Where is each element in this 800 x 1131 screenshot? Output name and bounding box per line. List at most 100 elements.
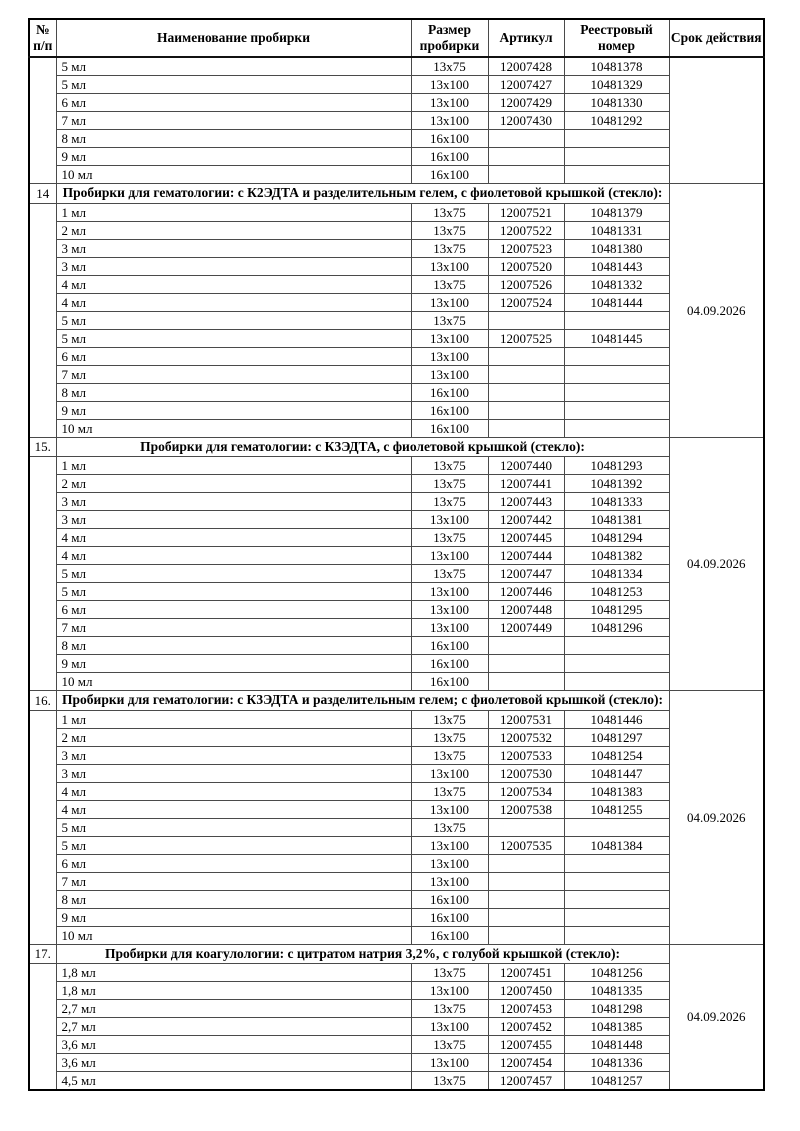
table-row: 6 мл 13x100 12007429 10481330 bbox=[29, 93, 764, 112]
validity-cell: 04.09.2026 bbox=[668, 943, 765, 1091]
article-cell bbox=[487, 853, 565, 873]
table-row: 2,7 мл 13x75 12007453 10481298 bbox=[29, 999, 764, 1018]
article-cell bbox=[487, 672, 565, 691]
table-row: 3,6 мл 13x100 12007454 10481336 bbox=[29, 1053, 764, 1072]
registry-number-cell: 10481335 bbox=[563, 981, 670, 1000]
table-row: 4 мл 13x75 12007445 10481294 bbox=[29, 528, 764, 547]
registry-number-cell: 10481295 bbox=[563, 600, 670, 619]
tube-name-cell: 2 мл bbox=[55, 220, 412, 240]
article-cell: 12007531 bbox=[487, 709, 565, 729]
registry-number-cell: 10481446 bbox=[563, 709, 670, 729]
tube-name-cell: 4 мл bbox=[55, 292, 412, 312]
tube-name-cell: 3 мл bbox=[55, 510, 412, 529]
registry-number-cell: 10481381 bbox=[563, 510, 670, 529]
tube-name-cell: 6 мл bbox=[55, 93, 412, 112]
tube-name-cell: 4,5 мл bbox=[55, 1071, 412, 1091]
tube-name-cell: 8 мл bbox=[55, 889, 412, 909]
validity-cell: 04.09.2026 bbox=[668, 183, 765, 438]
tube-size-cell: 13x75 bbox=[410, 781, 489, 801]
tube-size-cell: 13x75 bbox=[410, 709, 489, 729]
article-cell: 12007457 bbox=[487, 1071, 565, 1091]
article-cell: 12007521 bbox=[487, 202, 565, 222]
tube-size-cell: 13x100 bbox=[410, 111, 489, 130]
tube-name-cell: 3 мл bbox=[55, 763, 412, 783]
tube-size-cell: 13x100 bbox=[410, 75, 489, 94]
section-number: 16. bbox=[28, 690, 57, 711]
registry-number-cell bbox=[563, 346, 670, 366]
tube-name-cell: 9 мл bbox=[55, 654, 412, 673]
registry-number-cell bbox=[563, 418, 670, 438]
tube-name-cell: 4 мл bbox=[55, 274, 412, 294]
tube-name-cell: 8 мл bbox=[55, 129, 412, 148]
tube-name-cell: 3,6 мл bbox=[55, 1035, 412, 1054]
table-row: 6 мл 13x100 12007448 10481295 bbox=[29, 600, 764, 619]
table-row: 2 мл 13x75 12007441 10481392 bbox=[29, 474, 764, 493]
tube-size-cell: 13x100 bbox=[410, 618, 489, 637]
tube-name-cell: 10 мл bbox=[55, 165, 412, 184]
tube-name-cell: 8 мл bbox=[55, 382, 412, 402]
article-cell bbox=[487, 889, 565, 909]
section-title: Пробирки для коагулологии: с цитратом на… bbox=[55, 943, 670, 964]
tube-name-cell: 7 мл bbox=[55, 871, 412, 891]
section-title: Пробирки для гематологии: с К3ЭДТА, с фи… bbox=[55, 436, 670, 457]
tube-name-cell: 5 мл bbox=[55, 835, 412, 855]
table-header-row: № п/п Наименование пробирки Размер проби… bbox=[28, 18, 765, 58]
article-cell: 12007449 bbox=[487, 618, 565, 637]
article-cell bbox=[487, 165, 565, 184]
table-row: 10 мл 16x100 bbox=[29, 925, 764, 945]
registry-number-cell: 10481331 bbox=[563, 220, 670, 240]
table-row: 4 мл 13x100 12007444 10481382 bbox=[29, 546, 764, 565]
tube-size-cell: 13x75 bbox=[410, 310, 489, 330]
tube-size-cell: 16x100 bbox=[410, 400, 489, 420]
tube-size-cell: 13x75 bbox=[410, 727, 489, 747]
table-row: 4 мл 13x100 12007524 10481444 bbox=[29, 292, 764, 312]
registry-number-cell bbox=[563, 636, 670, 655]
table-row: 1 мл 13x75 12007440 10481293 bbox=[28, 456, 764, 691]
registry-number-cell: 10481293 bbox=[563, 456, 670, 475]
tube-name-cell: 5 мл bbox=[55, 75, 412, 94]
table-row: 2 мл 13x75 12007522 10481331 bbox=[29, 220, 764, 240]
col-header-registry: Реестровый номер bbox=[563, 18, 670, 58]
article-cell bbox=[487, 907, 565, 927]
article-cell bbox=[487, 364, 565, 384]
table-row: 3 мл 13x75 12007533 10481254 bbox=[29, 745, 764, 765]
tube-size-cell: 13x75 bbox=[410, 564, 489, 583]
table-row: 5 мл 13x100 12007535 10481384 bbox=[29, 835, 764, 855]
article-cell bbox=[487, 925, 565, 945]
article-cell: 12007524 bbox=[487, 292, 565, 312]
tube-size-cell: 16x100 bbox=[410, 129, 489, 148]
tube-size-cell: 16x100 bbox=[410, 654, 489, 673]
article-cell bbox=[487, 636, 565, 655]
article-cell: 12007445 bbox=[487, 528, 565, 547]
tube-size-cell: 13x75 bbox=[410, 963, 489, 982]
table-row: 8 мл 16x100 bbox=[29, 382, 764, 402]
tube-name-cell: 1 мл bbox=[55, 709, 412, 729]
registry-number-cell: 10481334 bbox=[563, 564, 670, 583]
section-number: 15. bbox=[28, 436, 57, 457]
tube-size-cell: 16x100 bbox=[410, 165, 489, 184]
section-header-row: 15. Пробирки для гематологии: с К3ЭДТА, с… bbox=[28, 436, 765, 691]
tube-size-cell: 13x75 bbox=[410, 745, 489, 765]
table-row: 3 мл 13x100 12007520 10481443 bbox=[29, 256, 764, 276]
registry-number-cell bbox=[563, 382, 670, 402]
tube-name-cell: 3 мл bbox=[55, 256, 412, 276]
tube-size-cell: 13x100 bbox=[410, 853, 489, 873]
article-cell: 12007523 bbox=[487, 238, 565, 258]
registry-number-cell bbox=[563, 889, 670, 909]
tube-name-cell: 2 мл bbox=[55, 727, 412, 747]
tube-name-cell: 7 мл bbox=[55, 111, 412, 130]
article-cell bbox=[487, 654, 565, 673]
article-cell bbox=[487, 147, 565, 166]
tube-size-cell: 16x100 bbox=[410, 636, 489, 655]
table-row: 3,6 мл 13x75 12007455 10481448 bbox=[29, 1035, 764, 1054]
tube-name-cell: 10 мл bbox=[55, 418, 412, 438]
registry-number-cell: 10481257 bbox=[563, 1071, 670, 1091]
article-cell: 12007446 bbox=[487, 582, 565, 601]
tube-size-cell: 13x75 bbox=[410, 492, 489, 511]
registry-number-cell bbox=[563, 129, 670, 148]
tube-name-cell: 3,6 мл bbox=[55, 1053, 412, 1072]
registry-number-cell: 10481447 bbox=[563, 763, 670, 783]
tube-size-cell: 13x75 bbox=[410, 1071, 489, 1091]
table-row: 5 мл 13x100 12007427 10481329 bbox=[29, 75, 764, 94]
tube-size-cell: 13x100 bbox=[410, 364, 489, 384]
